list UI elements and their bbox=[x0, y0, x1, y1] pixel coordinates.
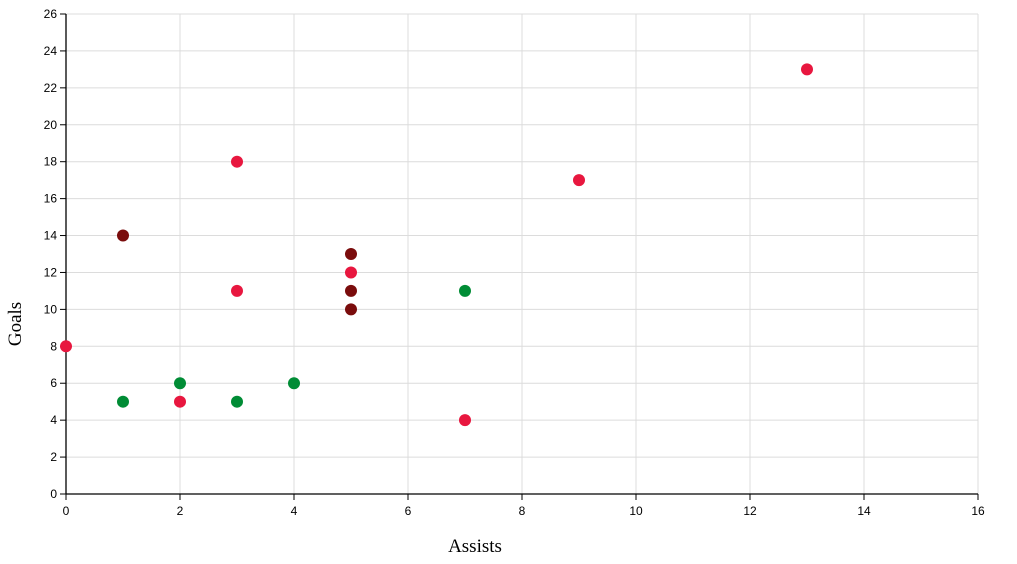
grid bbox=[66, 13, 979, 494]
y-tick-label: 20 bbox=[44, 118, 58, 132]
x-axis-title: Assists bbox=[448, 536, 502, 557]
x-tick-label: 12 bbox=[743, 504, 757, 518]
data-point bbox=[459, 284, 471, 297]
y-tick-label: 14 bbox=[44, 229, 58, 243]
y-tick-label: 12 bbox=[44, 265, 58, 279]
data-point bbox=[231, 395, 243, 408]
y-axis-title: Goals bbox=[5, 302, 26, 346]
data-point bbox=[117, 229, 129, 242]
y-tick-label: 26 bbox=[44, 7, 58, 21]
y-tick-label: 0 bbox=[50, 487, 57, 501]
x-tick-label: 0 bbox=[63, 504, 70, 518]
x-tick-label: 8 bbox=[519, 504, 526, 518]
data-point bbox=[231, 155, 243, 168]
data-point bbox=[231, 284, 243, 297]
y-tick-label: 24 bbox=[44, 44, 58, 58]
x-tick-label: 2 bbox=[177, 504, 184, 518]
data-point bbox=[345, 248, 357, 260]
x-tick-label: 14 bbox=[857, 504, 871, 518]
data-point bbox=[60, 340, 72, 353]
x-tick-label: 4 bbox=[291, 504, 298, 518]
data-point bbox=[288, 377, 300, 390]
data-point bbox=[801, 63, 813, 76]
data-point bbox=[174, 395, 186, 408]
y-tick-label: 6 bbox=[50, 376, 57, 390]
y-tick-label: 16 bbox=[44, 192, 58, 206]
x-tick-label: 6 bbox=[405, 504, 412, 518]
x-tick-label: 10 bbox=[629, 504, 643, 518]
y-tick-label: 8 bbox=[50, 339, 57, 353]
y-tick-label: 10 bbox=[44, 302, 58, 316]
data-point bbox=[345, 284, 357, 297]
y-tick-label: 2 bbox=[50, 450, 57, 464]
x-tick-label: 16 bbox=[971, 504, 985, 518]
data-point bbox=[345, 303, 357, 316]
y-tick-label: 4 bbox=[50, 413, 57, 427]
data-points bbox=[60, 63, 813, 427]
data-point bbox=[174, 377, 186, 390]
data-point bbox=[573, 174, 585, 187]
data-point bbox=[459, 414, 471, 427]
y-tick-label: 18 bbox=[44, 155, 58, 169]
data-point bbox=[117, 395, 129, 408]
data-point bbox=[345, 266, 357, 279]
y-tick-label: 22 bbox=[44, 81, 58, 95]
